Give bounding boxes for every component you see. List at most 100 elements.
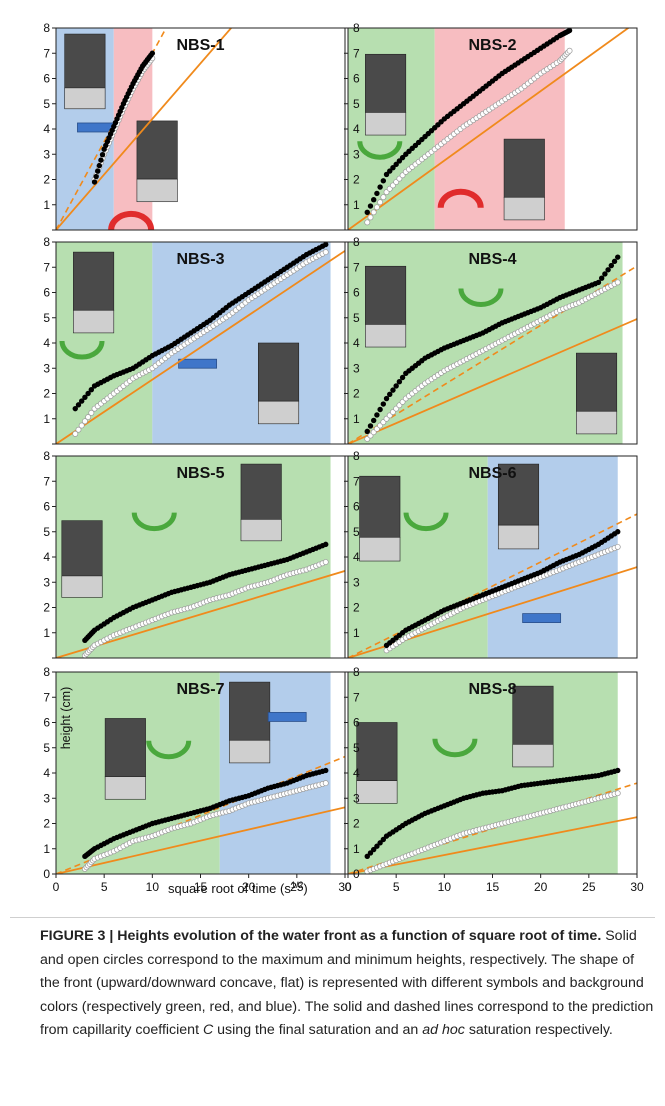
chart-panel: NBS-3 1 2 3 4 5 6 7 8 xyxy=(43,235,346,445)
caption-title: FIGURE 3 | Heights evolution of the wate… xyxy=(40,928,602,944)
max-height-point xyxy=(611,258,618,265)
max-height-point xyxy=(75,402,82,408)
y-tick-label: 2 xyxy=(43,601,50,615)
y-tick-label: 5 xyxy=(43,311,50,325)
y-tick-label: 1 xyxy=(43,198,50,212)
max-height-point xyxy=(387,168,393,174)
chart-panel: NBS-6 1 2 3 4 5 6 7 8 xyxy=(344,449,638,659)
sample-photo-wet xyxy=(365,324,407,348)
y-tick-label: 1 xyxy=(353,198,360,212)
x-tick-label: 0 xyxy=(53,880,60,894)
panel-title: NBS-1 xyxy=(176,37,224,54)
max-height-point xyxy=(82,394,88,400)
y-tick-label: 7 xyxy=(43,690,50,704)
max-height-point xyxy=(374,412,380,418)
y-tick-label: 4 xyxy=(353,336,360,350)
sample-photo-wet xyxy=(497,524,540,550)
flat-front-icon xyxy=(522,613,562,623)
max-height-point xyxy=(399,374,406,381)
caption-separator xyxy=(10,917,655,918)
max-height-point xyxy=(85,390,91,397)
max-height-point xyxy=(605,267,611,273)
max-height-point xyxy=(370,417,377,424)
max-height-point xyxy=(98,157,104,163)
max-height-point xyxy=(396,379,403,385)
figure-3: NBS-112345678NBS-212345678NBS-312345678N… xyxy=(43,21,644,896)
y-tick-label: 3 xyxy=(43,147,50,161)
y-tick-label: 5 xyxy=(353,741,360,755)
y-tick-label: 8 xyxy=(353,235,360,249)
max-height-point xyxy=(615,529,621,535)
max-height-point xyxy=(91,179,98,185)
max-height-point xyxy=(399,154,406,161)
max-height-point xyxy=(95,168,101,174)
min-height-point xyxy=(78,422,85,429)
x-tick-label: 25 xyxy=(582,880,596,894)
sample-photo-wet xyxy=(365,112,407,136)
y-tick-label: 2 xyxy=(353,601,360,615)
min-height-point xyxy=(380,194,387,201)
y-tick-label: 0 xyxy=(43,867,50,881)
y-tick-label: 3 xyxy=(43,575,50,589)
y-tick-label: 7 xyxy=(353,260,360,274)
max-height-point xyxy=(390,165,396,171)
max-height-point xyxy=(323,767,329,774)
final-saturation-prediction-line xyxy=(56,806,345,874)
min-height-point xyxy=(364,219,371,226)
max-height-point xyxy=(93,173,99,180)
min-height-point xyxy=(88,409,95,416)
y-tick-label: 7 xyxy=(43,474,50,488)
y-tick-label: 3 xyxy=(43,361,50,375)
y-tick-label: 4 xyxy=(353,766,360,780)
max-height-point xyxy=(377,840,383,846)
min-height-point xyxy=(614,543,621,550)
caption-text-3: saturation respectively. xyxy=(468,1022,613,1038)
x-tick-label: 10 xyxy=(438,880,452,894)
max-height-point xyxy=(615,254,621,260)
max-height-point xyxy=(387,391,393,398)
min-height-point xyxy=(367,214,374,221)
y-tick-label: 4 xyxy=(43,766,50,780)
min-height-point xyxy=(566,47,573,54)
y-tick-label: 4 xyxy=(353,122,360,136)
max-height-point xyxy=(367,203,374,209)
x-tick-label: 25 xyxy=(290,880,304,894)
x-tick-label: 5 xyxy=(101,880,108,894)
y-tick-label: 2 xyxy=(43,173,50,187)
y-tick-label: 5 xyxy=(353,525,360,539)
chart-panel: NBS-7 0 1 2 3 4 5 6 7 8 0 5 10 15 20 25 30 xyxy=(43,665,352,894)
max-height-point xyxy=(377,184,383,190)
y-tick-label: 6 xyxy=(43,500,50,514)
caption-symbol: C xyxy=(202,1022,214,1038)
y-tick-label: 8 xyxy=(43,21,50,35)
plot-area xyxy=(348,672,637,874)
final-saturation-prediction-line xyxy=(56,28,233,230)
chart-panel: NBS-5 1 2 3 4 5 6 7 8 xyxy=(43,449,346,659)
sample-photo-dry xyxy=(497,463,540,526)
x-tick-label: 20 xyxy=(534,880,548,894)
sample-photo-wet xyxy=(229,739,271,764)
final-saturation-prediction-line xyxy=(348,28,630,230)
min-height-point xyxy=(373,204,380,211)
min-height-point xyxy=(370,209,377,216)
sample-photo-wet xyxy=(104,776,146,800)
max-height-point xyxy=(367,423,374,429)
y-tick-label: 2 xyxy=(353,173,360,187)
x-tick-label: 15 xyxy=(486,880,500,894)
max-height-point xyxy=(598,275,605,281)
y-tick-label: 4 xyxy=(43,336,50,350)
y-tick-label: 3 xyxy=(353,147,360,161)
figure-caption: FIGURE 3 | Heights evolution of the wate… xyxy=(40,925,655,1043)
max-height-point xyxy=(380,178,387,184)
final-saturation-prediction-line xyxy=(56,250,345,444)
max-height-point xyxy=(380,401,387,407)
y-tick-label: 5 xyxy=(43,741,50,755)
y-tick-label: 1 xyxy=(353,842,360,856)
y-tick-label: 6 xyxy=(43,286,50,300)
y-tick-label: 6 xyxy=(353,716,360,730)
y-tick-label: 3 xyxy=(353,575,360,589)
max-height-point xyxy=(149,50,156,56)
upward-concave-icon xyxy=(432,738,478,758)
max-height-point xyxy=(380,836,387,843)
sample-photo-dry xyxy=(64,33,106,89)
